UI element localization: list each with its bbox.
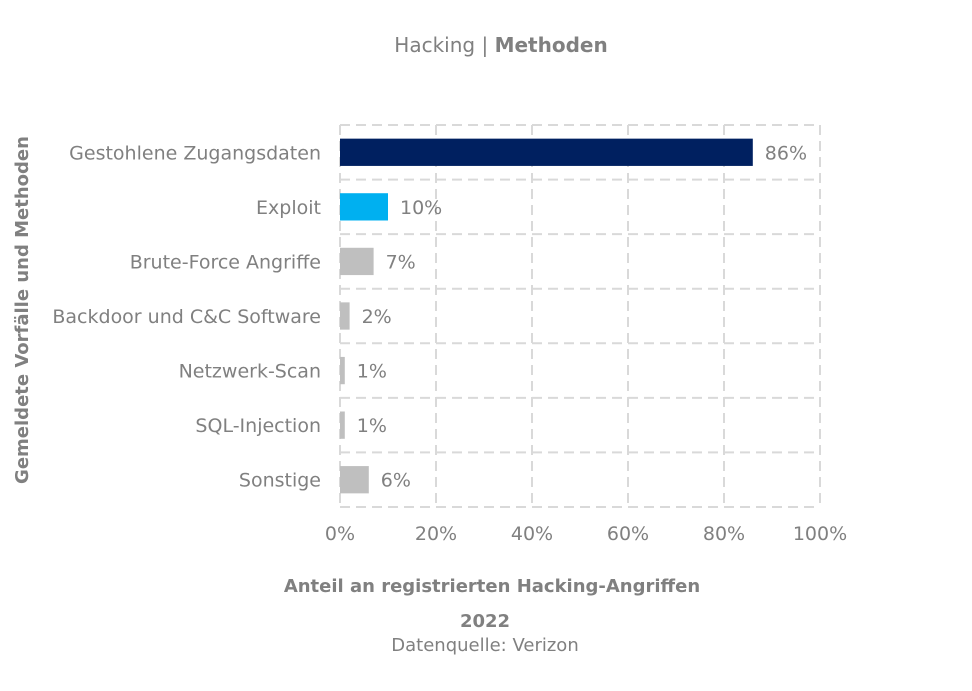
value-label: 6% <box>381 470 411 492</box>
category-label: SQL-Injection <box>195 415 321 437</box>
value-label: 2% <box>362 306 392 328</box>
x-tick-label: 40% <box>511 523 553 545</box>
grid-lines <box>339 124 821 508</box>
chart-title: Hacking | Methoden <box>394 33 607 57</box>
bars <box>340 138 753 494</box>
x-axis-label: Anteil an registrierten Hacking-Angriffe… <box>284 576 700 597</box>
value-label: 7% <box>386 251 416 273</box>
value-label: 10% <box>400 197 442 219</box>
year-label: 2022 <box>460 611 510 632</box>
bar <box>340 247 374 276</box>
bar <box>340 302 350 330</box>
bar <box>340 193 388 221</box>
x-tick-labels: 0% 20% 40% 60% 80% 100% <box>325 523 847 545</box>
category-label: Sonstige <box>239 470 321 492</box>
chart-title-bold: Methoden <box>495 33 608 57</box>
bar <box>340 138 753 166</box>
x-tick-label: 100% <box>793 523 847 545</box>
bar <box>340 411 345 439</box>
category-labels: Gestohlene Zugangsdaten Exploit Brute-Forc… <box>52 142 321 491</box>
x-tick-label: 80% <box>703 523 745 545</box>
category-label: Exploit <box>256 197 321 219</box>
source-label: Datenquelle: Verizon <box>391 635 578 656</box>
chart-title-regular: Hacking | <box>394 33 494 57</box>
category-label: Netzwerk-Scan <box>179 361 321 383</box>
value-labels: 86% 10% 7% 2% 1% 1% 6% <box>357 142 807 491</box>
bar <box>340 356 345 385</box>
category-label: Brute-Force Angriffe <box>130 251 321 273</box>
category-label: Gestohlene Zugangsdaten <box>69 142 321 164</box>
value-label: 86% <box>765 142 807 164</box>
x-tick-label: 0% <box>325 523 355 545</box>
y-axis-label: Gemeldete Vorfälle und Methoden <box>12 136 33 484</box>
bar <box>340 466 369 494</box>
value-label: 1% <box>357 415 387 437</box>
value-label: 1% <box>357 361 387 383</box>
x-tick-label: 20% <box>415 523 457 545</box>
x-tick-label: 60% <box>607 523 649 545</box>
category-label: Backdoor und C&C Software <box>52 306 321 328</box>
